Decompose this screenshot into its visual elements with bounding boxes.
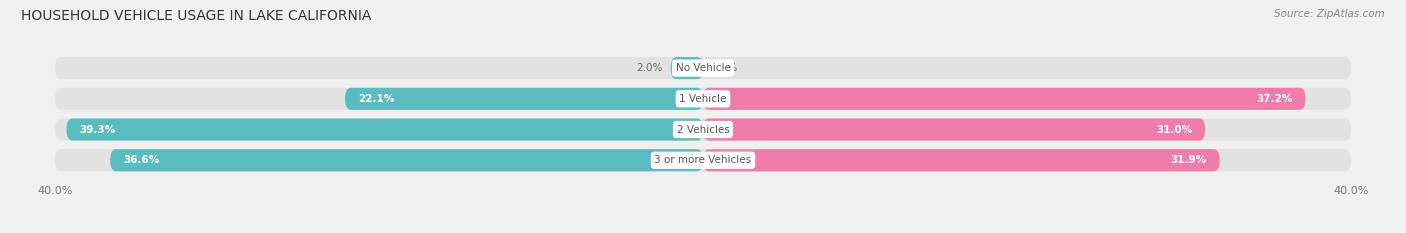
Text: 0.0%: 0.0%: [711, 63, 737, 73]
Text: 2 Vehicles: 2 Vehicles: [676, 124, 730, 134]
Text: 37.2%: 37.2%: [1256, 94, 1292, 104]
FancyBboxPatch shape: [55, 88, 1351, 110]
FancyBboxPatch shape: [110, 149, 703, 171]
Text: Source: ZipAtlas.com: Source: ZipAtlas.com: [1274, 9, 1385, 19]
FancyBboxPatch shape: [703, 149, 1219, 171]
FancyBboxPatch shape: [344, 88, 703, 110]
Text: 39.3%: 39.3%: [79, 124, 115, 134]
Text: 1 Vehicle: 1 Vehicle: [679, 94, 727, 104]
Text: 22.1%: 22.1%: [359, 94, 394, 104]
FancyBboxPatch shape: [55, 118, 1351, 140]
Text: 31.0%: 31.0%: [1156, 124, 1192, 134]
FancyBboxPatch shape: [703, 118, 1205, 140]
Text: HOUSEHOLD VEHICLE USAGE IN LAKE CALIFORNIA: HOUSEHOLD VEHICLE USAGE IN LAKE CALIFORN…: [21, 9, 371, 23]
FancyBboxPatch shape: [55, 149, 1351, 171]
FancyBboxPatch shape: [703, 88, 1306, 110]
Text: 3 or more Vehicles: 3 or more Vehicles: [654, 155, 752, 165]
FancyBboxPatch shape: [671, 57, 703, 79]
Text: 2.0%: 2.0%: [636, 63, 662, 73]
Text: No Vehicle: No Vehicle: [675, 63, 731, 73]
FancyBboxPatch shape: [66, 118, 703, 140]
Text: 31.9%: 31.9%: [1171, 155, 1206, 165]
Text: 36.6%: 36.6%: [124, 155, 159, 165]
FancyBboxPatch shape: [55, 57, 1351, 79]
